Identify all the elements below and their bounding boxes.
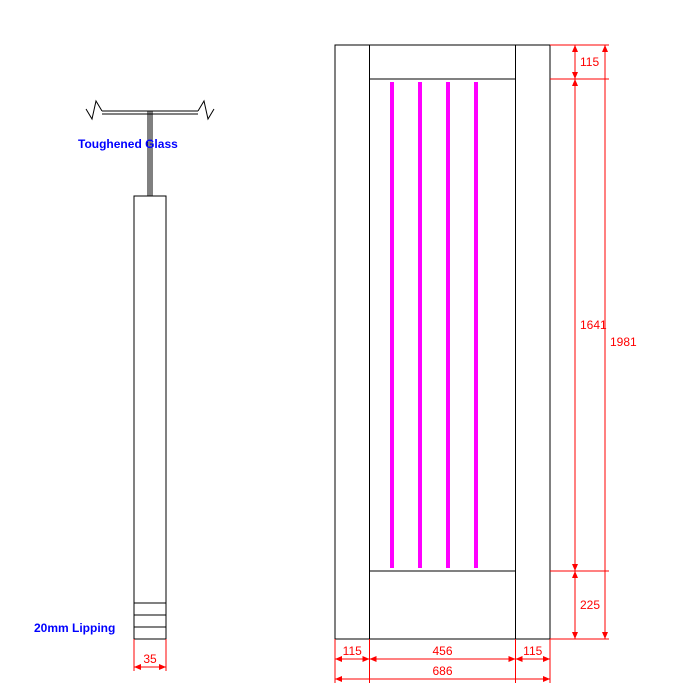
door-technical-drawing: Toughened Glass 20mm Lipping 115 456 115 686 1… xyxy=(0,0,700,700)
dim-label: 35 xyxy=(143,652,157,666)
dim-label: 115 xyxy=(580,55,599,69)
dim-label: Toughened Glass xyxy=(78,137,178,151)
dim-label: 20mm Lipping xyxy=(34,621,115,635)
dim-label: 1641 xyxy=(580,318,607,332)
dim-label: 115 xyxy=(523,644,542,658)
dim-label: 686 xyxy=(432,664,452,678)
dim-label: 115 xyxy=(343,644,362,658)
dim-label: 456 xyxy=(432,644,452,658)
dim-label: 1981 xyxy=(610,335,637,349)
dim-label: 225 xyxy=(580,598,600,612)
